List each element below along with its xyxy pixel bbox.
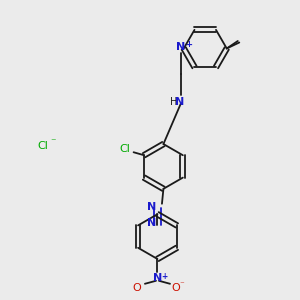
Text: +: +: [185, 40, 192, 50]
Text: ⁻: ⁻: [50, 137, 56, 148]
Text: H: H: [169, 97, 177, 107]
Text: N: N: [153, 273, 162, 284]
Text: N: N: [148, 202, 157, 212]
Text: O: O: [133, 283, 142, 293]
Text: N: N: [148, 218, 157, 229]
Text: O: O: [171, 283, 180, 293]
Text: N: N: [176, 42, 185, 52]
Text: Cl: Cl: [119, 144, 130, 154]
Text: N: N: [175, 97, 184, 107]
Text: Cl: Cl: [37, 140, 48, 151]
Text: +: +: [161, 272, 167, 281]
Text: ⁻: ⁻: [180, 281, 184, 290]
